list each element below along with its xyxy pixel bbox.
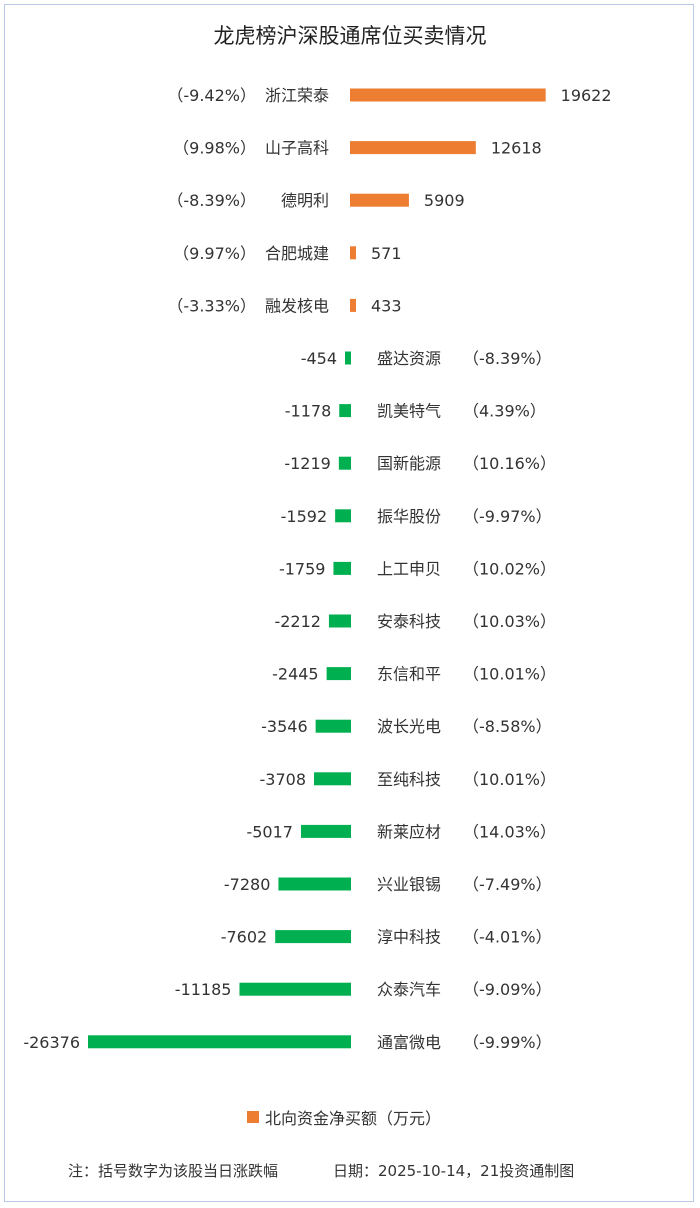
bar <box>350 88 546 102</box>
change-pct-label: （-9.42%） <box>167 86 256 105</box>
value-label: -454 <box>301 349 337 368</box>
bar <box>315 719 351 733</box>
change-pct-label: （-9.09%） <box>463 980 552 999</box>
value-label: -7280 <box>224 875 271 894</box>
change-pct-label: （10.02%） <box>463 559 556 578</box>
value-label: -26376 <box>23 1033 80 1052</box>
category-label: 通富微电 <box>377 1033 441 1052</box>
category-label: 波长光电 <box>377 717 441 736</box>
value-label: -1592 <box>281 507 328 526</box>
bar <box>300 824 351 838</box>
category-label: 国新能源 <box>377 454 441 473</box>
bar <box>350 193 409 207</box>
value-label: 19622 <box>561 86 612 105</box>
value-label: -2445 <box>272 665 319 684</box>
value-label: 12618 <box>491 139 542 158</box>
change-pct-label: （14.03%） <box>463 822 556 841</box>
value-label: -2212 <box>274 612 321 631</box>
category-label: 安泰科技 <box>377 612 441 631</box>
bar <box>335 509 351 523</box>
value-label: -7602 <box>221 928 268 947</box>
category-label: 众泰汽车 <box>377 980 441 999</box>
change-pct-label: （-8.39%） <box>167 191 256 210</box>
change-pct-label: （9.98%） <box>173 139 256 158</box>
change-pct-label: （-9.97%） <box>463 507 552 526</box>
category-label: 淳中科技 <box>377 928 441 947</box>
category-label: 至纯科技 <box>377 770 441 789</box>
bar <box>328 614 351 628</box>
category-label: 合肥城建 <box>265 244 329 263</box>
change-pct-label: （-8.39%） <box>463 349 552 368</box>
change-pct-label: （10.01%） <box>463 665 556 684</box>
category-label: 振华股份 <box>377 507 441 526</box>
bar <box>350 141 476 155</box>
change-pct-label: （4.39%） <box>463 402 546 421</box>
change-pct-label: （10.01%） <box>463 770 556 789</box>
legend: 北向资金净买额（万元） <box>247 1109 441 1128</box>
category-label: 东信和平 <box>377 665 441 684</box>
bar <box>350 298 356 312</box>
value-label: -1178 <box>285 402 332 421</box>
category-label: 盛达资源 <box>377 349 441 368</box>
value-label: -1219 <box>284 454 331 473</box>
category-label: 融发核电 <box>265 296 329 315</box>
legend-label: 北向资金净买额（万元） <box>265 1109 441 1128</box>
value-label: -1759 <box>279 559 326 578</box>
bar <box>326 667 351 681</box>
change-pct-label: （10.16%） <box>463 454 556 473</box>
bar <box>88 1035 351 1049</box>
change-pct-label: （-4.01%） <box>463 928 552 947</box>
bar <box>345 351 351 365</box>
value-label: -3546 <box>261 717 308 736</box>
value-label: 433 <box>371 296 402 315</box>
bar <box>338 456 351 470</box>
bar <box>278 877 351 891</box>
footnote: 注：括号数字为该股当日涨跌幅 <box>68 1162 278 1180</box>
change-pct-label: （-8.58%） <box>463 717 552 736</box>
value-label: -3708 <box>260 770 307 789</box>
bar <box>350 246 356 260</box>
category-label: 山子高科 <box>265 139 329 158</box>
bars-group: 19622 浙江荣泰 （-9.42%） 12618 山子高科 （9.98%） 5909 德明利… <box>23 86 611 1052</box>
category-label: 上工申贝 <box>377 559 441 578</box>
value-label: 5909 <box>424 191 465 210</box>
bar <box>275 930 351 944</box>
value-label: 571 <box>371 244 402 263</box>
category-label: 兴业银锡 <box>377 875 441 894</box>
category-label: 新莱应材 <box>377 822 441 841</box>
category-label: 浙江荣泰 <box>265 86 329 105</box>
chart-title: 龙虎榜沪深股通席位买卖情况 <box>214 24 487 48</box>
change-pct-label: （-7.49%） <box>463 875 552 894</box>
value-label: -11185 <box>175 980 232 999</box>
change-pct-label: （10.03%） <box>463 612 556 631</box>
change-pct-label: （-3.33%） <box>167 296 256 315</box>
chart-frame <box>4 4 694 1202</box>
bar <box>339 404 351 418</box>
bar <box>314 772 351 786</box>
change-pct-label: （-9.99%） <box>463 1033 552 1052</box>
bar <box>333 561 351 575</box>
legend-swatch <box>247 1111 259 1123</box>
change-pct-label: （9.97%） <box>173 244 256 263</box>
bar <box>239 982 351 996</box>
date-credit: 日期：2025-10-14，21投资通制图 <box>333 1162 574 1180</box>
value-label: -5017 <box>246 822 293 841</box>
category-label: 凯美特气 <box>377 402 441 421</box>
category-label: 德明利 <box>281 191 329 210</box>
